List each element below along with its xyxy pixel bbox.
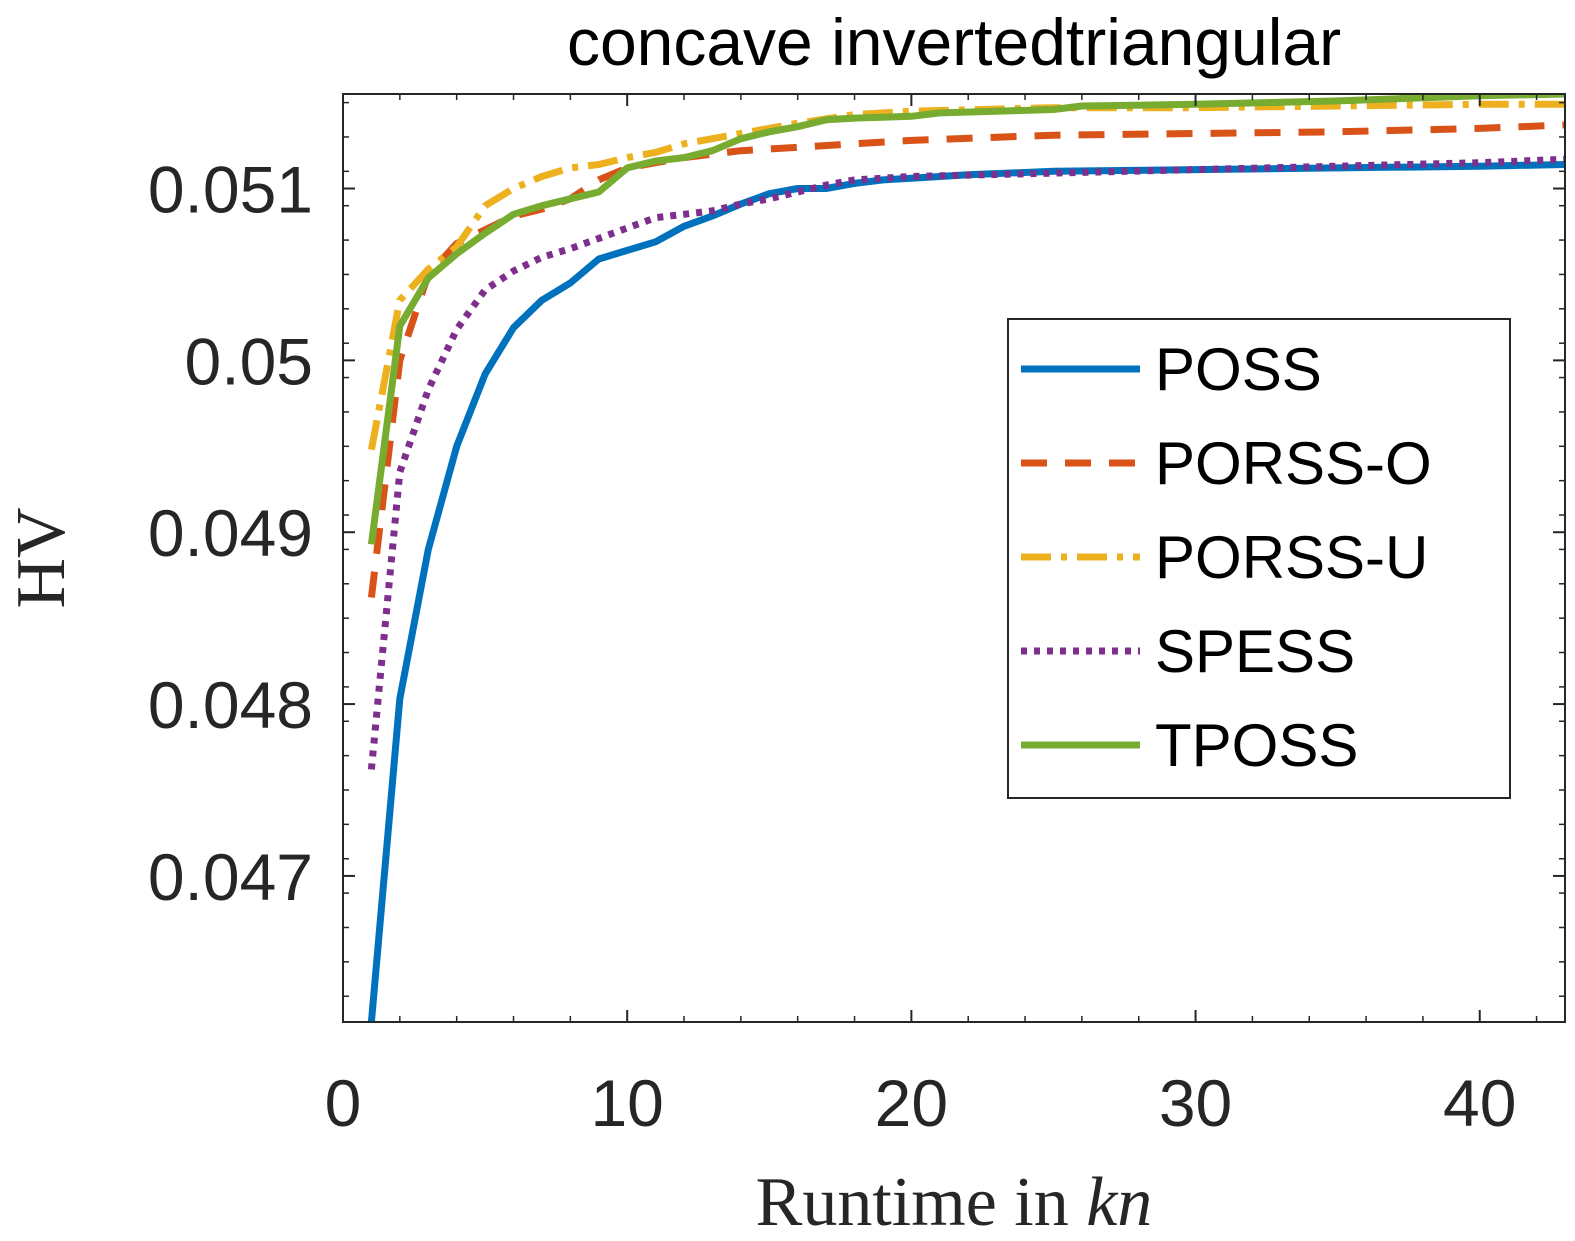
legend-label-porss-u: PORSS-U [1155, 524, 1428, 591]
axes-box [342, 93, 1566, 1023]
tick-layer: 0 10 20 30 40 0.047 0.048 0.049 0.05 0.051 [148, 94, 1565, 1140]
series-line-tposs [367, 94, 1565, 545]
x-tick-label: 0 [325, 1066, 362, 1140]
y-tick-label: 0.047 [148, 840, 313, 914]
legend-label-tposs: TPOSS [1155, 712, 1358, 779]
series-layer [367, 94, 1565, 1022]
legend-label-poss: POSS [1155, 336, 1322, 403]
x-tick-label: 10 [590, 1066, 663, 1140]
series-line-spess [367, 155, 1565, 770]
legend-label-porss-o: PORSS-O [1155, 430, 1432, 497]
x-tick-label: 40 [1443, 1066, 1516, 1140]
legend: POSS PORSS-O PORSS-U SPESS TPOSS [1007, 318, 1511, 799]
x-axis-label: Runtime in kn [756, 1164, 1153, 1241]
legend-label-spess: SPESS [1155, 618, 1355, 685]
y-axis-label: HV [3, 507, 80, 608]
chart-title: concave invertedtriangular [567, 5, 1341, 79]
y-tick-label: 0.051 [148, 153, 313, 227]
y-tick-label: 0.048 [148, 668, 313, 742]
y-tick-label: 0.05 [185, 324, 313, 398]
x-tick-label: 30 [1159, 1066, 1232, 1140]
x-tick-label: 20 [875, 1066, 948, 1140]
y-tick-label: 0.049 [148, 496, 313, 570]
legend-items: POSS PORSS-O PORSS-U SPESS TPOSS [1021, 336, 1432, 779]
